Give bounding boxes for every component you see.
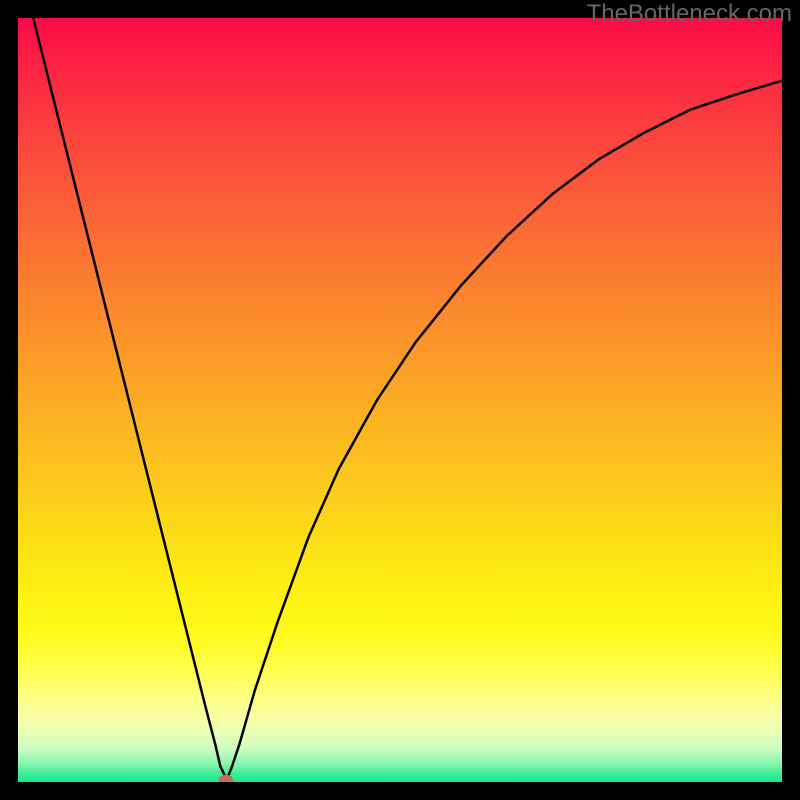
plot-gradient-background bbox=[18, 18, 782, 782]
chart-container: TheBottleneck.com bbox=[0, 0, 800, 800]
watermark-text: TheBottleneck.com bbox=[587, 0, 792, 28]
bottleneck-chart bbox=[0, 0, 800, 800]
